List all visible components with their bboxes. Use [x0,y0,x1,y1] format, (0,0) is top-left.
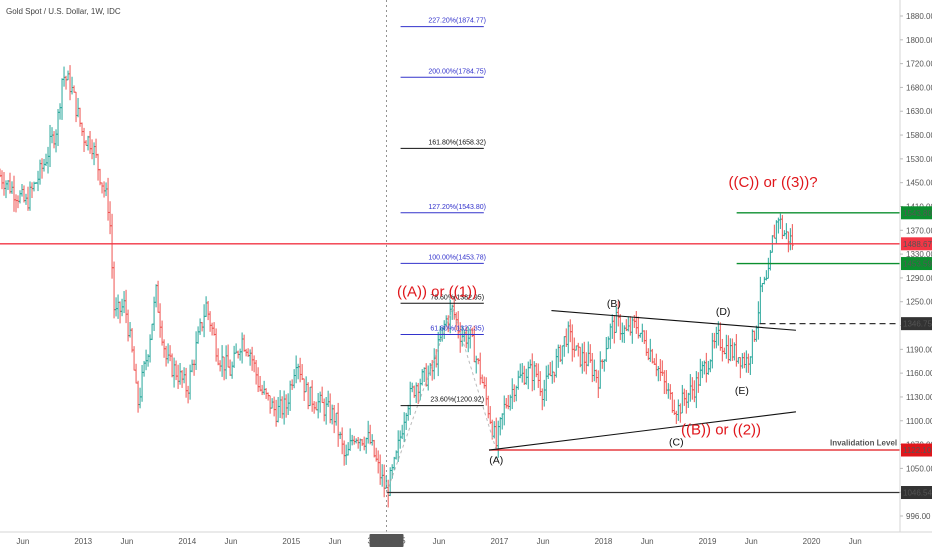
y-tick-label: 996.00 [906,512,931,521]
x-tick-label: Jun [225,537,238,546]
wave-degree-label: ((C)) or ((3))? [728,174,817,191]
x-tick-label: 2017 [491,537,509,546]
price-label-text: 1122.10 [903,446,932,455]
price-label-text: 1488.67 [903,240,932,249]
price-label-text: 1346.75 [903,320,932,329]
y-tick-label: 1800.00 [906,36,932,45]
price-label-badge [901,237,932,251]
y-tick-label: 1680.00 [906,83,932,92]
x-tick-label: Jun [16,537,29,546]
price-label-badge [901,443,932,457]
levels-layer [0,212,900,494]
wave-label: (D) [716,306,731,318]
x-tick-label: Jun [641,537,654,546]
wave-label: (C) [669,437,684,449]
y-tick-label: 1130.00 [906,393,932,402]
wave-label: (E) [735,385,749,397]
y-tick-label: 1190.00 [906,345,932,354]
crosshair-date-label: 30 Nov '15 [368,537,407,546]
price-label-badge [901,257,932,271]
x-tick-label: 2014 [178,537,196,546]
triangle-trendline [488,411,797,451]
x-axis[interactable]: Jun 2013 Jun 2014 Jun 2015 Jun 30 Nov '15 Jun 201… [16,534,862,547]
x-tick-label: 2019 [699,537,717,546]
chart-title: Gold Spot / U.S. Dollar, 1W, IDC [6,7,121,16]
price-label-badge [901,486,932,500]
triangle-trendline [551,310,796,331]
x-tick-label: Jun [745,537,758,546]
y-tick-label: 1330.00 [906,250,932,259]
fib-level-label: 100.00%(1453.78) [428,254,486,261]
fib-anchor-path [386,306,497,493]
fib-level-label: 61.80%(1327.35) [430,326,484,333]
y-tick-label: 1630.00 [906,107,932,116]
wave-label-layer: (A) (B) (C) (D) (E) ((A)) or ((1)) ((B)) or ((… [397,174,897,467]
x-tick-label: Jun [433,537,446,546]
y-tick-label: 1290.00 [906,274,932,283]
y-tick-label: 1160.00 [906,369,932,378]
fib-level-label: 23.60%(1200.92) [430,397,484,404]
fib-level-label: 161.80%(1658.32) [428,139,486,146]
wave-degree-label: ((B)) or ((2)) [681,421,761,438]
price-label-badge [901,206,932,220]
triangle-layer [488,310,797,451]
y-tick-label: 1580.00 [906,131,932,140]
x-tick-label: 2015 [282,537,300,546]
x-tick-label: 2020 [803,537,821,546]
y-tick-label: 1880.00 [906,12,932,21]
wave-label: (A) [489,455,503,467]
y-tick-label: 1450.00 [906,179,932,188]
y-tick-label: 1370.00 [906,226,932,235]
price-label-text: 1543.80 [903,209,932,218]
y-tick-label: 1050.00 [906,464,932,473]
fib-level-label: 127.20%(1543.80) [428,204,486,211]
price-label-text: 1046.54 [903,489,932,498]
x-tick-label: Jun [849,537,862,546]
price-labels-layer: 1543.80 1488.67 1453.59 1346.75 1122.10 1046.… [901,206,932,500]
fib-layer: 227.20%(1874.77) 200.00%(1784.75) 161.80%(… [386,18,497,493]
wave-label: (B) [607,298,621,310]
price-label-text: 1453.59 [903,260,932,269]
x-tick-label: Jun [537,537,550,546]
wave-degree-label: ((A)) or ((1)) [397,284,477,301]
x-tick-label: Jun [120,537,133,546]
candles-layer [0,65,794,508]
y-tick-label: 1250.00 [906,298,932,307]
x-tick-label: 2018 [595,537,613,546]
y-tick-label: 1100.00 [906,417,932,426]
fib-level-label: 200.00%(1784.75) [428,68,486,75]
invalidation-level-label: Invalidation Level [830,439,897,448]
x-tick-label: Jun [329,537,342,546]
fib-level-label: 78.60%(1382.95) [430,294,484,301]
x-tick-label: 2013 [74,537,92,546]
crosshair-date-badge [369,534,404,547]
y-tick-label: 1530.00 [906,155,932,164]
price-label-badge [901,317,932,331]
fib-level-label: 227.20%(1874.77) [428,18,486,25]
y-tick-label: 1720.00 [906,60,932,69]
